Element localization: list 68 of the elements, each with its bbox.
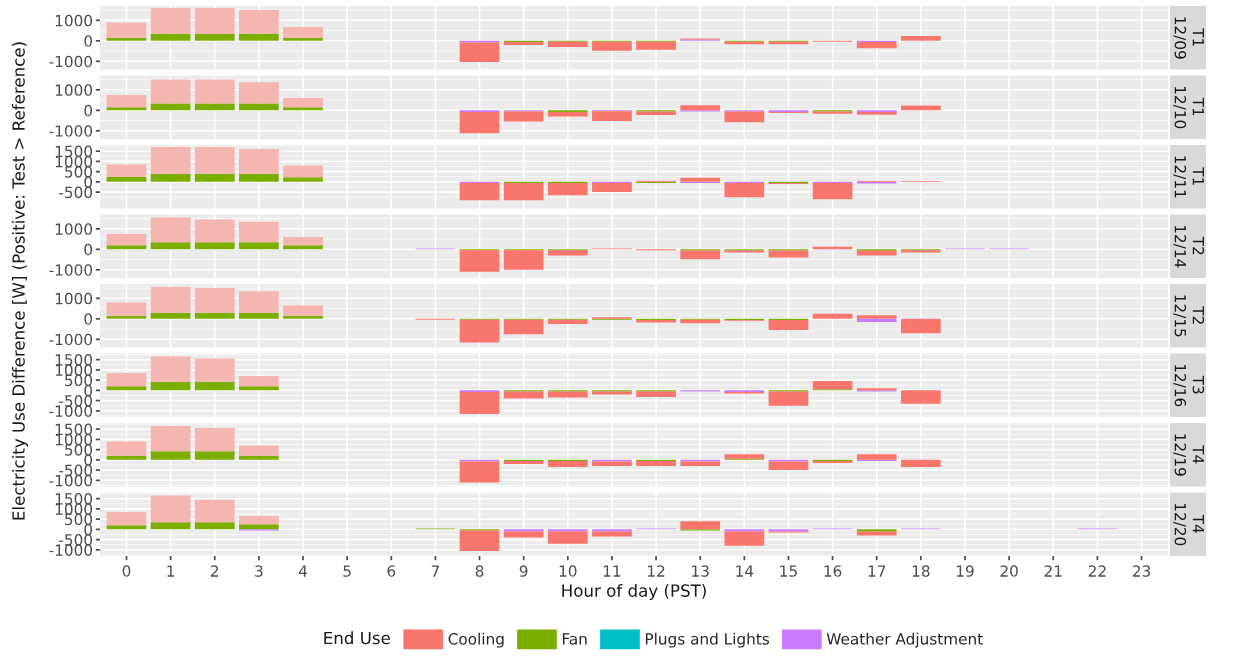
x-tick-label: 13: [692, 565, 709, 577]
x-tick-label: 10: [559, 565, 577, 577]
y-tick-label: -500: [59, 534, 93, 546]
x-tick-label: 17: [868, 565, 886, 577]
text: 12/19: [1173, 434, 1187, 476]
text: 12/20: [1173, 503, 1187, 546]
y-tick-label: 1500: [55, 493, 93, 505]
y-tick-label: 1000: [55, 14, 93, 27]
y-axis-title: Electricity Use Difference [W] (Positive: Test > Reference): [11, 42, 29, 520]
y-tick-label: -1000: [49, 333, 93, 346]
x-tick-label: 20: [1000, 565, 1018, 577]
legend-label: Fan: [562, 633, 587, 645]
x-tick-label: 8: [475, 565, 484, 577]
x-tick-label: 1: [167, 565, 175, 577]
y-tick-label: -500: [59, 395, 93, 407]
x-tick-label: 19: [956, 565, 974, 577]
x-tick-label: 2: [211, 565, 219, 577]
y-tick-label: -1000: [49, 264, 93, 276]
text: 12/14: [1173, 225, 1187, 268]
text: 12/15: [1173, 295, 1187, 337]
y-tick-label: 0: [84, 35, 93, 47]
legend-label: Plugs and Lights: [645, 632, 770, 648]
x-tick-label: 9: [519, 565, 528, 577]
text: 12/11: [1173, 156, 1187, 198]
y-tick-label: 1000: [55, 223, 93, 235]
y-tick-label: -500: [59, 186, 93, 199]
y-tick-label: 0: [84, 243, 93, 256]
x-axis-title: Hour of day (PST): [562, 583, 706, 601]
y-tick-label: 0: [84, 313, 93, 325]
x-tick-label: 18: [912, 565, 930, 577]
text: T1: [1192, 97, 1204, 116]
legend-label: Cooling: [448, 632, 504, 648]
x-tick-label: 7: [431, 565, 439, 577]
text: T1: [1192, 28, 1204, 46]
text: T2: [1192, 236, 1205, 255]
text: 12/10: [1173, 86, 1187, 129]
x-tick-label: 3: [255, 565, 263, 577]
x-tick-label: 22: [1088, 565, 1106, 577]
y-tick-label: 0: [84, 454, 93, 466]
x-tick-label: 21: [1044, 565, 1062, 577]
y-tick-label: 0: [84, 176, 93, 188]
text: T4: [1192, 445, 1204, 464]
y-tick-label: 0: [84, 104, 93, 117]
y-tick-label: 1000: [55, 84, 93, 96]
x-tick-label: 15: [780, 565, 797, 577]
x-tick-label: 5: [343, 565, 351, 577]
text: T4: [1192, 514, 1204, 533]
x-tick-label: 14: [736, 565, 754, 577]
y-tick-label: -1000: [49, 125, 93, 137]
x-tick-label: 4: [298, 565, 308, 577]
x-tick-label: 23: [1132, 565, 1151, 577]
y-tick-label: -1000: [49, 55, 93, 68]
text: T1: [1192, 167, 1204, 185]
y-tick-label: -1000: [49, 405, 93, 417]
x-tick-label: 12: [648, 565, 665, 577]
x-tick-label: 6: [387, 565, 396, 577]
x-tick-label: 0: [122, 565, 131, 577]
y-tick-label: 1500: [55, 354, 93, 366]
text: 12/16: [1173, 364, 1187, 407]
x-tick-label: 16: [824, 565, 842, 577]
y-tick-label: 1000: [55, 292, 93, 305]
text: T3: [1192, 375, 1205, 394]
text: 12/09: [1173, 17, 1187, 59]
legend-label: Weather Adjustment: [826, 632, 983, 648]
text: T2: [1192, 306, 1205, 324]
x-tick-label: 11: [603, 565, 621, 577]
y-tick-label: -1000: [49, 544, 93, 556]
legend-title: End Use: [324, 631, 390, 645]
